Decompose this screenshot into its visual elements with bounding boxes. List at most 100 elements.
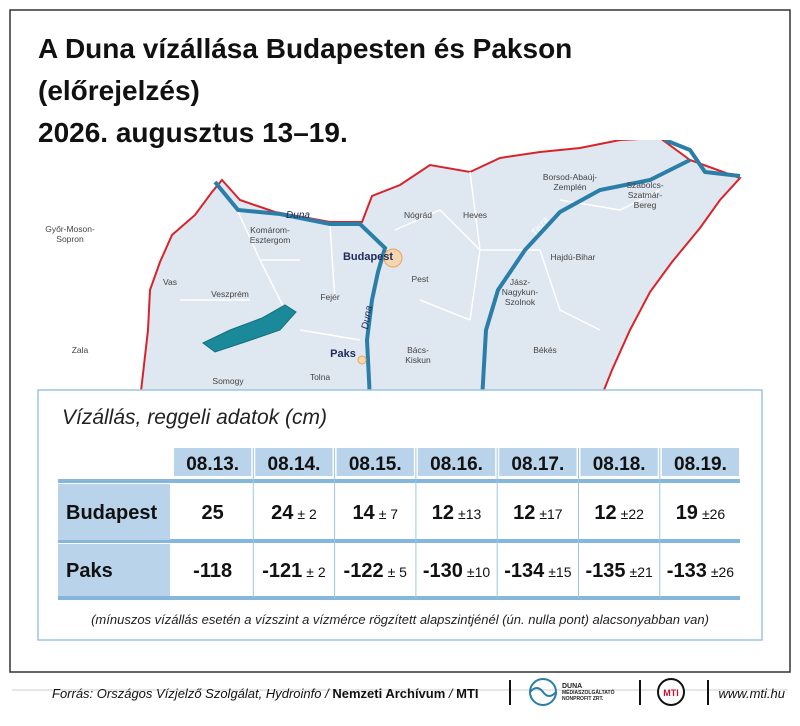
budapest-marker [383, 248, 403, 268]
cell-value: -122 ± 5 [344, 560, 408, 582]
map-label: Fejér [320, 292, 340, 302]
map-label: Kiskun [405, 355, 431, 365]
value: 12 [432, 502, 454, 524]
value: -135 [586, 560, 626, 582]
duna-logo-text: DUNA [562, 683, 582, 690]
map-label: Bács- [407, 345, 429, 355]
source: Forrás: Országos Vízjelző Szolgálat, Hyd… [52, 686, 479, 701]
map-label: Pest [411, 274, 429, 284]
map-label: Szabolcs- [626, 180, 663, 190]
margin: ±17 [539, 506, 562, 522]
value: 25 [202, 502, 224, 524]
row-label: Budapest [66, 502, 157, 524]
cell-value: 14 ± 7 [352, 502, 398, 524]
value: 19 [676, 502, 698, 524]
cell-value: 19 ±26 [676, 502, 726, 524]
date-cell [580, 448, 658, 476]
margin: ±21 [630, 564, 653, 580]
map-label: Nagykun- [502, 287, 539, 297]
source-part: MTI [456, 686, 478, 701]
river-duna [213, 180, 388, 392]
map-label: Sopron [56, 234, 84, 244]
cell-value: 12 ±13 [432, 502, 482, 524]
map-label: Budapest [343, 251, 393, 263]
cell-value: -118 [193, 560, 232, 582]
map-label: Komárom- [250, 225, 290, 235]
river-tisza [480, 140, 741, 392]
date-cell [174, 448, 252, 476]
source-part: / [445, 686, 456, 701]
date-cell [661, 448, 740, 476]
date-cell [255, 448, 333, 476]
value: -133 [667, 560, 707, 582]
map-label: Nógrád [404, 210, 432, 220]
date-header: 08.18. [593, 454, 646, 475]
row-label: Paks [66, 560, 113, 582]
county-borders [180, 171, 661, 341]
margin: ± 7 [379, 506, 399, 522]
cell-value: 12 ±22 [594, 502, 644, 524]
map-label: Szatmár- [628, 190, 663, 200]
map-label: Heves [463, 210, 487, 220]
map-label: Somogy [212, 376, 244, 386]
row-label-cell [58, 544, 170, 596]
cell-value: 24 ± 2 [271, 502, 317, 524]
title-line: 2026. augusztus 13–19. [38, 117, 348, 148]
source-part: Forrás: Országos Vízjelző Szolgálat, Hyd… [52, 686, 332, 701]
cell-value: -121 ± 2 [262, 560, 326, 582]
map-label: Zemplén [553, 182, 586, 192]
duna-logo-wave [529, 687, 557, 697]
date-header: 08.19. [674, 454, 727, 475]
value: -122 [344, 560, 384, 582]
map-label: Duna [360, 304, 375, 330]
table-note: (mínuszos vízállás esetén a vízszint a v… [91, 612, 709, 627]
cell-value: -133 ±26 [667, 560, 735, 582]
map-label: Bereg [634, 200, 657, 210]
map-label: Zala [72, 345, 89, 355]
date-header: 08.13. [186, 454, 239, 475]
cell-value: -134 ±15 [504, 560, 572, 582]
mti-logo-circle [657, 678, 685, 706]
table-title: Vízállás, reggeli adatok (cm) [62, 406, 327, 429]
margin: ±15 [548, 564, 571, 580]
map-label: Vas [163, 277, 177, 287]
url: www.mti.hu [719, 686, 785, 701]
map-label: Esztergom [250, 235, 291, 245]
map-label: Borsod-Abaúj- [543, 172, 598, 182]
duna-logo-text: NONPROFIT ZRT. [562, 696, 604, 702]
value: -134 [504, 560, 545, 582]
date-header: 08.15. [349, 454, 402, 475]
value: 14 [352, 502, 375, 524]
map-label: Békés [533, 345, 557, 355]
margin: ±22 [621, 506, 644, 522]
value: 12 [513, 502, 535, 524]
margin: ± 2 [297, 506, 317, 522]
value: 24 [271, 502, 294, 524]
margin: ± 5 [388, 564, 408, 580]
map-label: Veszprém [211, 289, 249, 299]
map-label: Jász- [510, 277, 530, 287]
duna-logo-text: MÉDIASZOLGÁLTATÓ [562, 688, 615, 696]
cell-value: -130 ±10 [423, 560, 491, 582]
date-cell [336, 448, 414, 476]
date-header: 08.14. [268, 454, 321, 475]
date-cell [499, 448, 577, 476]
row-label-cell [58, 484, 170, 540]
cell-value: 12 ±17 [513, 502, 563, 524]
map-label: Szolnok [505, 297, 536, 307]
margin: ±13 [458, 506, 481, 522]
title-line: A Duna vízállása Budapesten és Pakson [38, 33, 572, 64]
margin: ± 2 [306, 564, 326, 580]
mti-logo: MTI [663, 688, 679, 698]
title-line: (előrejelzés) [38, 75, 200, 106]
date-header: 08.16. [430, 454, 483, 475]
date-cell [417, 448, 496, 476]
map-label: Hajdú-Bihar [551, 252, 596, 262]
source-part: Nemzeti Archívum [332, 686, 445, 701]
paks-marker [357, 355, 367, 365]
map-label: Tolna [310, 372, 331, 382]
map-label: Paks [330, 348, 356, 360]
margin: ±26 [702, 506, 725, 522]
map-label: Duna [286, 210, 310, 221]
